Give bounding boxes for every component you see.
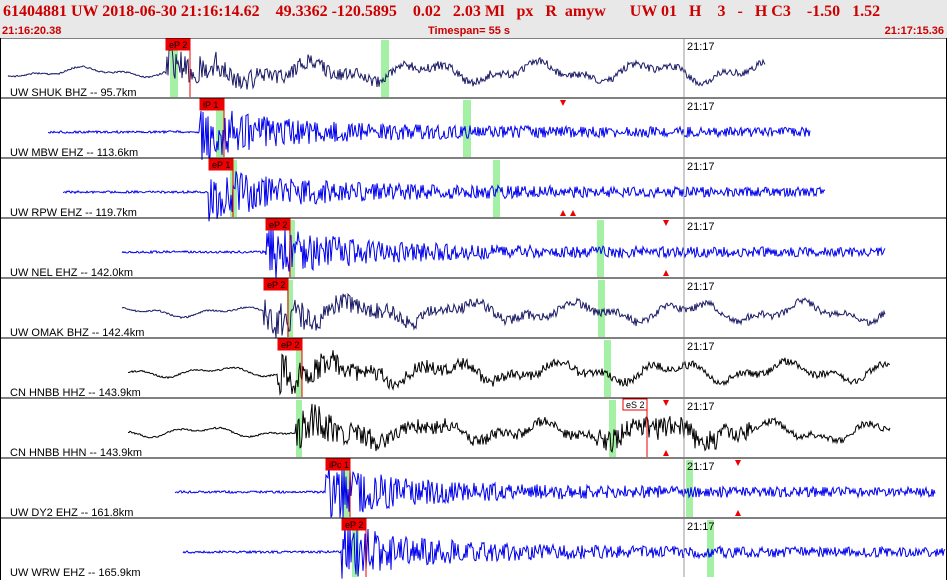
phase-band (216, 100, 224, 157)
arrival-marker (663, 270, 669, 276)
waveform-trace (121, 292, 886, 339)
pick-label: eP 2 (281, 340, 299, 350)
phase-band (287, 280, 293, 337)
pick-label: eP 2 (267, 280, 285, 290)
window-end-time: 21:17:15.36 (884, 25, 944, 37)
trace-row[interactable]: 21:17 eP 2 CN HNBB HHZ -- 143.9km (0, 337, 947, 399)
event-summary-line: 61404881 UW 2018-06-30 21:16:14.62 49.33… (3, 3, 881, 20)
trace-row[interactable]: 21:17 eP 2 UW OMAK BHZ -- 142.4km (0, 277, 947, 339)
pick-label: eP 2 (269, 220, 287, 230)
time-tick-label: 21:17 (687, 221, 715, 233)
seismogram-panel[interactable]: 21:17 eP 2 UW SHUK BHZ -- 95.7km 21:17 iP 1 U… (0, 38, 947, 580)
trace-row[interactable]: 21:17 eP 2 UW WRW EHZ -- 165.9km (0, 517, 947, 579)
arrival-marker (570, 210, 576, 216)
phase-band (686, 460, 693, 517)
phase-band (707, 520, 714, 577)
trace-row[interactable]: 21:17 eP 2 UW NEL EHZ -- 142.0km (0, 217, 947, 279)
waveform-trace (182, 522, 946, 579)
phase-band (598, 280, 605, 337)
trace-row[interactable]: 21:17 iPc 1 UW DY2 EHZ -- 161.8km (0, 457, 947, 519)
time-tick-label: 21:17 (687, 281, 715, 293)
time-tick-label: 21:17 (687, 521, 715, 533)
arrival-marker (735, 460, 741, 466)
arrival-marker (560, 210, 566, 216)
phase-band (381, 40, 389, 97)
time-tick-label: 21:17 (687, 341, 715, 353)
time-tick-label: 21:17 (687, 101, 715, 113)
station-label: UW NEL EHZ -- 142.0km (10, 267, 133, 279)
station-label: UW WRW EHZ -- 165.9km (10, 567, 141, 579)
time-tick-label: 21:17 (687, 41, 715, 53)
phase-band (493, 160, 500, 217)
phase-band (289, 220, 295, 277)
pick-label: eS 2 (626, 400, 645, 410)
phase-band (609, 400, 616, 457)
waveform-trace (127, 350, 891, 396)
phase-band (604, 340, 611, 397)
pick-label: eP 2 (345, 520, 363, 530)
phase-band (352, 520, 359, 577)
time-tick-label: 21:17 (687, 161, 715, 173)
trace-row[interactable]: 21:17 iP 1 UW MBW EHZ -- 113.6km (0, 97, 947, 160)
trace-row[interactable]: 21:17 eP 2 UW SHUK BHZ -- 95.7km (0, 38, 947, 99)
waveform-trace (62, 171, 826, 222)
time-tick-label: 21:17 (687, 401, 715, 413)
window-start-time: 21:16:20.38 (2, 25, 62, 37)
pick-label: eP 2 (169, 40, 187, 50)
station-label: UW SHUK BHZ -- 95.7km (10, 87, 137, 99)
waveform-trace (128, 403, 891, 454)
waveform-trace (174, 464, 936, 518)
timespan-readout: Timespan= 55 s (428, 25, 511, 37)
phase-band (463, 100, 471, 157)
pick-label: iP 1 (203, 100, 218, 110)
event-header: 61404881 UW 2018-06-30 21:16:14.62 49.33… (0, 0, 947, 38)
station-label: UW MBW EHZ -- 113.6km (10, 147, 138, 159)
trace-row[interactable]: 21:17 eS 2 CN HNBB HHN -- 143.9km (0, 397, 947, 459)
arrival-marker (663, 400, 669, 406)
station-label: CN HNBB HHZ -- 143.9km (10, 387, 141, 399)
station-label: CN HNBB HHN -- 143.9km (10, 447, 142, 459)
time-tick-label: 21:17 (687, 461, 715, 473)
arrival-marker (663, 450, 669, 456)
arrival-marker (560, 100, 566, 106)
waveform-trace (7, 46, 766, 90)
pick-label: iPc 1 (329, 460, 349, 470)
station-label: UW OMAK BHZ -- 142.4km (10, 327, 144, 339)
station-label: UW RPW EHZ -- 119.7km (10, 207, 137, 219)
station-label: UW DY2 EHZ -- 161.8km (10, 507, 133, 519)
arrival-marker (663, 220, 669, 226)
trace-row[interactable]: 21:17 eP 1 UW RPW EHZ -- 119.7km (0, 157, 947, 222)
arrival-marker (735, 510, 741, 516)
waveform-trace (121, 224, 886, 279)
waveform-trace (47, 110, 811, 160)
pick-label: eP 1 (212, 160, 230, 170)
